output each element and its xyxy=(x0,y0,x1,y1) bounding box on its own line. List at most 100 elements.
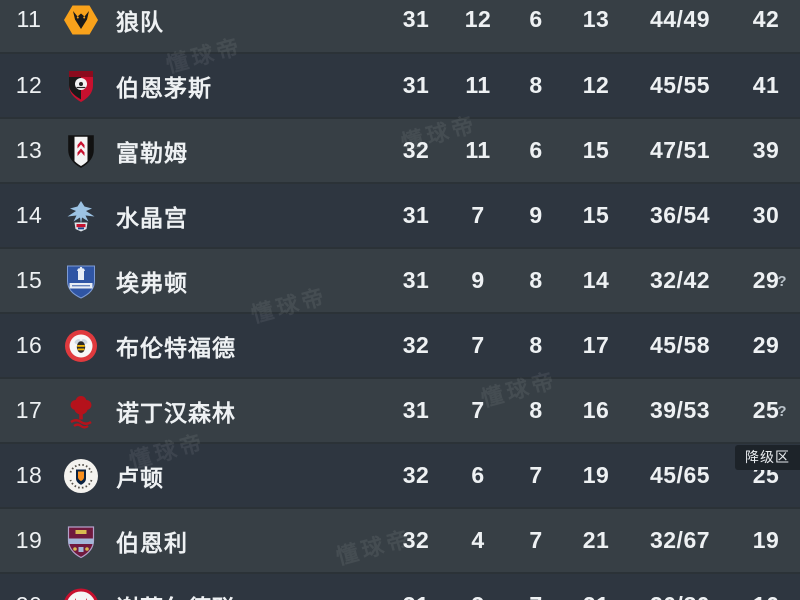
points: 41 xyxy=(752,72,780,98)
crystal-palace-badge-icon xyxy=(58,196,104,236)
losses: 13 xyxy=(582,6,610,32)
deduction-question-icon[interactable]: ? xyxy=(777,402,787,420)
points: 30 xyxy=(752,202,780,228)
draws: 7 xyxy=(529,527,543,553)
table-row[interactable]: 12 伯恩茅斯 31 11 8 12 45/55 41 xyxy=(0,52,800,117)
wins: 4 xyxy=(471,527,485,553)
points: 16 xyxy=(732,592,800,600)
relegation-zone-badge: 降级区 xyxy=(735,445,800,470)
losses: 16 xyxy=(582,397,610,423)
table-row[interactable]: 18 卢顿 32 6 7 19 45/65 25 降级区 xyxy=(0,442,800,507)
fulham-badge-icon xyxy=(58,131,104,171)
losses: 14 xyxy=(582,267,610,293)
sheffield-united-badge-icon xyxy=(58,586,104,600)
team-name: 水晶宫 xyxy=(116,204,188,231)
team-name: 伯恩茅斯 xyxy=(116,74,212,101)
matches-played: 31 xyxy=(402,202,430,228)
goals-for-against: 32/67 xyxy=(649,527,711,553)
table-row[interactable]: 13 富勒姆 32 11 6 15 47/51 39 xyxy=(0,117,800,182)
losses: 21 xyxy=(582,527,610,553)
burnley-badge-icon xyxy=(58,521,104,561)
nottingham-forest-badge-icon xyxy=(58,391,104,431)
deduction-question-icon[interactable]: ? xyxy=(777,272,787,290)
luton-badge-icon xyxy=(58,456,104,496)
wins: 3 xyxy=(448,592,508,600)
losses: 15 xyxy=(582,202,610,228)
team-name: 诺丁汉森林 xyxy=(116,399,236,426)
matches-played: 31 xyxy=(384,592,448,600)
team-name: 布伦特福德 xyxy=(116,334,236,361)
goals-for-against: 47/51 xyxy=(649,137,711,163)
rank-label: 18 xyxy=(15,462,43,488)
goals-for-against: 45/58 xyxy=(649,332,711,358)
points: 25 xyxy=(752,397,780,423)
rank-label: 15 xyxy=(15,267,43,293)
points: 39 xyxy=(752,137,780,163)
table-row[interactable]: 19 伯恩利 32 4 7 21 32/67 19 xyxy=(0,507,800,572)
matches-played: 31 xyxy=(402,397,430,423)
matches-played: 32 xyxy=(402,527,430,553)
draws: 8 xyxy=(529,267,543,293)
wins: 12 xyxy=(464,6,492,32)
brentford-badge-icon xyxy=(58,326,104,366)
team-name: 卢顿 xyxy=(116,464,164,491)
rank-label: 17 xyxy=(15,397,43,423)
wolves-badge-icon xyxy=(58,0,104,40)
goals-for-against: 45/65 xyxy=(649,462,711,488)
losses: 12 xyxy=(582,72,610,98)
matches-played: 32 xyxy=(402,462,430,488)
goals-for-against: 30/80 xyxy=(628,592,732,600)
goals-for-against: 39/53 xyxy=(649,397,711,423)
table-row[interactable]: 20 谢菲尔德联 31 3 7 21 30/80 16 xyxy=(0,572,800,600)
losses: 19 xyxy=(582,462,610,488)
bournemouth-badge-icon xyxy=(58,66,104,106)
rank-label: 16 xyxy=(15,332,43,358)
wins: 11 xyxy=(465,137,491,163)
draws: 6 xyxy=(529,137,543,163)
draws: 8 xyxy=(529,397,543,423)
points: 42 xyxy=(752,6,780,32)
losses: 21 xyxy=(564,592,628,600)
wins: 9 xyxy=(471,267,485,293)
goals-for-against: 36/54 xyxy=(649,202,711,228)
rank-label: 11 xyxy=(16,6,42,32)
everton-badge-icon xyxy=(58,261,104,301)
matches-played: 32 xyxy=(402,332,430,358)
wins: 11 xyxy=(465,72,491,98)
team-name: 谢菲尔德联 xyxy=(104,589,384,600)
goals-for-against: 45/55 xyxy=(649,72,711,98)
table-row[interactable]: 16 布伦特福德 32 7 8 17 45/58 29 xyxy=(0,312,800,377)
rank-label: 14 xyxy=(15,202,43,228)
draws: 7 xyxy=(529,462,543,488)
wins: 7 xyxy=(471,332,485,358)
table-row[interactable]: 15 埃弗顿 31 9 8 14 32/42 29 ? xyxy=(0,247,800,312)
draws: 7 xyxy=(508,592,564,600)
matches-played: 32 xyxy=(402,137,430,163)
draws: 6 xyxy=(529,6,543,32)
losses: 17 xyxy=(582,332,610,358)
team-name: 伯恩利 xyxy=(116,529,188,556)
goals-for-against: 32/42 xyxy=(649,267,711,293)
draws: 9 xyxy=(529,202,543,228)
points: 29 xyxy=(752,332,780,358)
team-name: 埃弗顿 xyxy=(116,269,188,296)
matches-played: 31 xyxy=(402,72,430,98)
rank-label: 19 xyxy=(15,527,43,553)
wins: 7 xyxy=(471,202,485,228)
points: 19 xyxy=(752,527,780,553)
wins: 7 xyxy=(471,397,485,423)
draws: 8 xyxy=(529,72,543,98)
rank-label: 12 xyxy=(15,72,43,98)
matches-played: 31 xyxy=(402,267,430,293)
table-row[interactable]: 17 诺丁汉森林 31 7 8 16 39/53 25 ? xyxy=(0,377,800,442)
losses: 15 xyxy=(582,137,610,163)
table-row[interactable]: 11 狼队 31 12 6 13 44/49 42 xyxy=(0,0,800,52)
wins: 6 xyxy=(471,462,485,488)
table-row[interactable]: 14 水晶宫 31 7 9 15 36/54 30 xyxy=(0,182,800,247)
team-name: 富勒姆 xyxy=(116,139,188,166)
draws: 8 xyxy=(529,332,543,358)
rank-label: 20 xyxy=(0,592,58,600)
rank-label: 13 xyxy=(15,137,43,163)
goals-for-against: 44/49 xyxy=(649,6,711,32)
